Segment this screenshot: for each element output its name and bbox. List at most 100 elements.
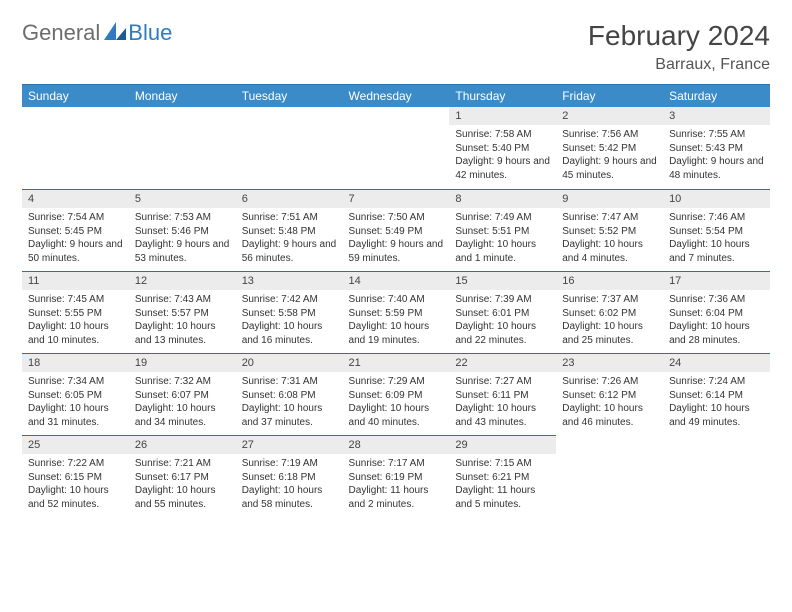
sunset-text: Sunset: 6:08 PM: [242, 389, 337, 403]
daylight-text: Daylight: 10 hours and 19 minutes.: [349, 320, 444, 347]
calendar-cell: 17Sunrise: 7:36 AMSunset: 6:04 PMDayligh…: [663, 271, 770, 353]
sunset-text: Sunset: 5:55 PM: [28, 307, 123, 321]
calendar-cell: 25Sunrise: 7:22 AMSunset: 6:15 PMDayligh…: [22, 435, 129, 517]
daylight-text: Daylight: 9 hours and 56 minutes.: [242, 238, 337, 265]
day-number: 21: [343, 353, 450, 372]
sunset-text: Sunset: 6:18 PM: [242, 471, 337, 485]
sunset-text: Sunset: 6:14 PM: [669, 389, 764, 403]
sunrise-text: Sunrise: 7:58 AM: [455, 128, 550, 142]
daylight-text: Daylight: 10 hours and 37 minutes.: [242, 402, 337, 429]
day-body: Sunrise: 7:39 AMSunset: 6:01 PMDaylight:…: [449, 290, 556, 351]
sunset-text: Sunset: 6:21 PM: [455, 471, 550, 485]
calendar-cell: 9Sunrise: 7:47 AMSunset: 5:52 PMDaylight…: [556, 189, 663, 271]
day-header: Sunday: [22, 85, 129, 108]
sunrise-text: Sunrise: 7:54 AM: [28, 211, 123, 225]
daylight-text: Daylight: 10 hours and 28 minutes.: [669, 320, 764, 347]
calendar-cell: 12Sunrise: 7:43 AMSunset: 5:57 PMDayligh…: [129, 271, 236, 353]
calendar-body: 1Sunrise: 7:58 AMSunset: 5:40 PMDaylight…: [22, 107, 770, 517]
day-number: 9: [556, 189, 663, 208]
day-body: Sunrise: 7:27 AMSunset: 6:11 PMDaylight:…: [449, 372, 556, 433]
daylight-text: Daylight: 10 hours and 1 minute.: [455, 238, 550, 265]
day-number: 15: [449, 271, 556, 290]
calendar-cell: 15Sunrise: 7:39 AMSunset: 6:01 PMDayligh…: [449, 271, 556, 353]
day-number: 12: [129, 271, 236, 290]
sunset-text: Sunset: 6:15 PM: [28, 471, 123, 485]
sunset-text: Sunset: 6:01 PM: [455, 307, 550, 321]
day-header-row: Sunday Monday Tuesday Wednesday Thursday…: [22, 85, 770, 108]
day-body: Sunrise: 7:24 AMSunset: 6:14 PMDaylight:…: [663, 372, 770, 433]
day-number: 14: [343, 271, 450, 290]
calendar-cell: 16Sunrise: 7:37 AMSunset: 6:02 PMDayligh…: [556, 271, 663, 353]
location-label: Barraux, France: [588, 56, 770, 74]
calendar-cell: [22, 107, 129, 189]
calendar-cell: 24Sunrise: 7:24 AMSunset: 6:14 PMDayligh…: [663, 353, 770, 435]
day-body: Sunrise: 7:21 AMSunset: 6:17 PMDaylight:…: [129, 454, 236, 515]
sunrise-text: Sunrise: 7:55 AM: [669, 128, 764, 142]
daylight-text: Daylight: 9 hours and 53 minutes.: [135, 238, 230, 265]
day-number: 11: [22, 271, 129, 290]
day-body: Sunrise: 7:53 AMSunset: 5:46 PMDaylight:…: [129, 208, 236, 269]
day-body: Sunrise: 7:19 AMSunset: 6:18 PMDaylight:…: [236, 454, 343, 515]
daylight-text: Daylight: 10 hours and 25 minutes.: [562, 320, 657, 347]
daylight-text: Daylight: 10 hours and 49 minutes.: [669, 402, 764, 429]
day-body: Sunrise: 7:34 AMSunset: 6:05 PMDaylight:…: [22, 372, 129, 433]
daylight-text: Daylight: 10 hours and 13 minutes.: [135, 320, 230, 347]
sunrise-text: Sunrise: 7:46 AM: [669, 211, 764, 225]
sunset-text: Sunset: 5:42 PM: [562, 142, 657, 156]
sunrise-text: Sunrise: 7:49 AM: [455, 211, 550, 225]
daylight-text: Daylight: 10 hours and 46 minutes.: [562, 402, 657, 429]
daylight-text: Daylight: 10 hours and 58 minutes.: [242, 484, 337, 511]
calendar-cell: 1Sunrise: 7:58 AMSunset: 5:40 PMDaylight…: [449, 107, 556, 189]
daylight-text: Daylight: 10 hours and 34 minutes.: [135, 402, 230, 429]
daylight-text: Daylight: 10 hours and 10 minutes.: [28, 320, 123, 347]
day-number: 2: [556, 107, 663, 125]
sunrise-text: Sunrise: 7:47 AM: [562, 211, 657, 225]
sunrise-text: Sunrise: 7:24 AM: [669, 375, 764, 389]
sunrise-text: Sunrise: 7:22 AM: [28, 457, 123, 471]
sunset-text: Sunset: 5:45 PM: [28, 225, 123, 239]
daylight-text: Daylight: 10 hours and 16 minutes.: [242, 320, 337, 347]
daylight-text: Daylight: 10 hours and 55 minutes.: [135, 484, 230, 511]
day-body: Sunrise: 7:37 AMSunset: 6:02 PMDaylight:…: [556, 290, 663, 351]
calendar-cell: 18Sunrise: 7:34 AMSunset: 6:05 PMDayligh…: [22, 353, 129, 435]
calendar-cell: 10Sunrise: 7:46 AMSunset: 5:54 PMDayligh…: [663, 189, 770, 271]
sunrise-text: Sunrise: 7:17 AM: [349, 457, 444, 471]
calendar-cell: 20Sunrise: 7:31 AMSunset: 6:08 PMDayligh…: [236, 353, 343, 435]
sunrise-text: Sunrise: 7:37 AM: [562, 293, 657, 307]
calendar-cell: 2Sunrise: 7:56 AMSunset: 5:42 PMDaylight…: [556, 107, 663, 189]
calendar-week-row: 25Sunrise: 7:22 AMSunset: 6:15 PMDayligh…: [22, 435, 770, 517]
day-body: Sunrise: 7:22 AMSunset: 6:15 PMDaylight:…: [22, 454, 129, 515]
calendar-cell: [343, 107, 450, 189]
sunset-text: Sunset: 6:04 PM: [669, 307, 764, 321]
logo-text-general: General: [22, 20, 100, 46]
day-number: 5: [129, 189, 236, 208]
sunrise-text: Sunrise: 7:32 AM: [135, 375, 230, 389]
day-body: Sunrise: 7:54 AMSunset: 5:45 PMDaylight:…: [22, 208, 129, 269]
day-number: 26: [129, 435, 236, 454]
month-title: February 2024: [588, 20, 770, 52]
sunset-text: Sunset: 5:51 PM: [455, 225, 550, 239]
brand-logo: General Blue: [22, 20, 172, 46]
sunset-text: Sunset: 5:48 PM: [242, 225, 337, 239]
daylight-text: Daylight: 10 hours and 7 minutes.: [669, 238, 764, 265]
sunrise-text: Sunrise: 7:36 AM: [669, 293, 764, 307]
day-number: 10: [663, 189, 770, 208]
sunrise-text: Sunrise: 7:21 AM: [135, 457, 230, 471]
calendar-cell: [129, 107, 236, 189]
day-body: Sunrise: 7:31 AMSunset: 6:08 PMDaylight:…: [236, 372, 343, 433]
calendar-cell: 28Sunrise: 7:17 AMSunset: 6:19 PMDayligh…: [343, 435, 450, 517]
daylight-text: Daylight: 9 hours and 48 minutes.: [669, 155, 764, 182]
sunset-text: Sunset: 5:58 PM: [242, 307, 337, 321]
sunrise-text: Sunrise: 7:19 AM: [242, 457, 337, 471]
calendar-cell: 4Sunrise: 7:54 AMSunset: 5:45 PMDaylight…: [22, 189, 129, 271]
calendar-cell: 3Sunrise: 7:55 AMSunset: 5:43 PMDaylight…: [663, 107, 770, 189]
calendar-cell: 6Sunrise: 7:51 AMSunset: 5:48 PMDaylight…: [236, 189, 343, 271]
sunset-text: Sunset: 5:59 PM: [349, 307, 444, 321]
calendar-week-row: 18Sunrise: 7:34 AMSunset: 6:05 PMDayligh…: [22, 353, 770, 435]
daylight-text: Daylight: 10 hours and 40 minutes.: [349, 402, 444, 429]
daylight-text: Daylight: 9 hours and 59 minutes.: [349, 238, 444, 265]
daylight-text: Daylight: 9 hours and 45 minutes.: [562, 155, 657, 182]
logo-mark-icon: [104, 22, 126, 45]
day-number: 1: [449, 107, 556, 125]
day-header: Saturday: [663, 85, 770, 108]
